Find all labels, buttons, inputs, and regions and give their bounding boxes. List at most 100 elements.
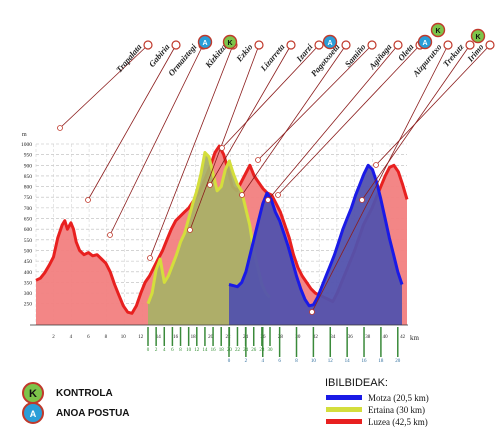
y-tick-1000: 1000: [21, 142, 32, 148]
kontrola-icon: [222, 34, 238, 50]
waypoint-point-samiño: [255, 157, 261, 163]
legend-item-ertaina: Ertaina (30 km): [326, 404, 425, 415]
waypoint-marker-lizarreta: [286, 40, 296, 50]
x-tick-ertaina-14: 14: [202, 348, 208, 353]
kontrola-icon: K: [227, 40, 232, 47]
line-motza: [228, 163, 404, 308]
x-tick-ertaina-16: 16: [211, 348, 217, 353]
x-tick-ertaina-30: 30: [268, 348, 274, 353]
x-tick-luzea-36: 36: [348, 335, 354, 340]
leader-line-aizpurutxo: [311, 44, 449, 313]
anoa-postua-icon: A: [327, 40, 332, 47]
kontrola-icon: K: [435, 28, 440, 35]
y-tick-850: 850: [24, 174, 33, 180]
y-tick-550: 550: [24, 238, 33, 244]
anoa-postua-icon: [322, 34, 338, 50]
x-tick-ertaina-18: 18: [219, 348, 225, 353]
anoa-postua-icon: [197, 34, 213, 50]
waypoint-marker-izarzi: [314, 40, 324, 50]
leader-line-izarzi: [221, 44, 320, 149]
waypoint-point-ezkio: [187, 227, 193, 233]
leader-line-ezkio: [189, 44, 260, 231]
x-tick-motza-14: 14: [345, 359, 351, 364]
y-tick-500: 500: [24, 248, 33, 254]
kontrola-icon: K: [475, 34, 480, 41]
badge-label-kontrola: KONTROLA: [56, 387, 113, 399]
leader-line-pagotxoeta: [241, 44, 347, 196]
svg-text:K: K: [29, 388, 37, 400]
x-tick-luzea-28: 28: [278, 335, 284, 340]
y-tick-300: 300: [24, 291, 33, 297]
x-tick-motza-4: 4: [262, 359, 265, 364]
waypoint-point-aizpurutxo: [309, 309, 315, 315]
waypoint-marker-gabiria: [171, 40, 181, 50]
waypoint-point-kizkitza: [147, 255, 153, 261]
waypoint-point-izarzi: [219, 145, 225, 151]
x-tick-ertaina-8: 8: [179, 348, 182, 353]
leader-line-samiño: [257, 44, 373, 161]
y-tick-400: 400: [24, 270, 33, 276]
y-axis: 250 300 350 400 450 500 550 600 650 700 750 800 850 9…: [21, 132, 32, 308]
x-tick-ertaina-10: 10: [186, 348, 192, 353]
kontrola-icon: K: [22, 382, 44, 404]
legend-label-motza: Motza (20,5 km): [368, 392, 429, 403]
svg-text:A: A: [30, 409, 37, 419]
y-tick-950: 950: [24, 153, 33, 159]
x-tick-ertaina-12: 12: [194, 348, 200, 353]
waypoint-marker-agiñaga: [393, 40, 403, 50]
x-tick-luzea-30: 30: [295, 335, 301, 340]
x-tick-luzea-12: 12: [138, 335, 144, 340]
legend-swatch-motza: [326, 395, 362, 400]
legend-swatch-luzea: [326, 419, 362, 424]
waypoint-point-irimo: [373, 162, 379, 168]
x-tick-luzea-34: 34: [330, 335, 336, 340]
x-unit-label: km: [410, 334, 420, 342]
waypoint-point-oleta: [275, 192, 281, 198]
waypoint-point-lizarreta: [207, 182, 213, 188]
x-tick-luzea-10: 10: [121, 335, 127, 340]
leader-line-gabiria: [87, 44, 177, 201]
y-tick-650: 650: [24, 217, 33, 223]
legend-label-ertaina: Ertaina (30 km): [368, 404, 425, 415]
leader-line-oleta: [277, 44, 421, 196]
x-tick-luzea-38: 38: [365, 335, 371, 340]
x-tick-motza-12: 12: [328, 359, 334, 364]
y-tick-350: 350: [24, 280, 33, 286]
x-tick-motza-20: 20: [395, 359, 401, 364]
leader-line-ormaiztegi: [109, 44, 204, 236]
x-tick-luzea-42: 42: [400, 335, 406, 340]
waypoint-marker-irimo: [485, 40, 495, 50]
waypoint-point-gabiria: [85, 197, 91, 203]
badge-kontrola: K KONTROLA: [22, 382, 113, 404]
leader-line-irimo: [375, 44, 491, 166]
leader-line-kizkitza: [149, 44, 234, 259]
legend-item-luzea: Luzea (42,5 km): [326, 416, 428, 427]
y-tick-600: 600: [24, 227, 33, 233]
waypoint-point-pagotxoeta: [239, 192, 245, 198]
leader-line-agiñaga: [267, 44, 399, 201]
y-tick-900: 900: [24, 163, 33, 169]
y-tick-750: 750: [24, 195, 33, 201]
x-tick-ertaina-6: 6: [171, 348, 174, 353]
x-tick-motza-8: 8: [295, 359, 298, 364]
y-tick-700: 700: [24, 206, 33, 212]
legend-swatch-ertaina: [326, 407, 362, 412]
x-tick-luzea-32: 32: [313, 335, 319, 340]
x-tick-luzea-16: 16: [173, 335, 179, 340]
x-tick-motza-2: 2: [245, 359, 248, 364]
x-axes: 2468101214161820222426283032343638404202…: [30, 324, 420, 364]
anoa-postua-icon: [417, 34, 433, 50]
x-tick-luzea-4: 4: [70, 335, 73, 340]
y-tick-250: 250: [24, 302, 33, 308]
x-tick-ertaina-4: 4: [163, 348, 166, 353]
x-tick-luzea-6: 6: [87, 335, 90, 340]
waypoint-marker-ezkio: [254, 40, 264, 50]
y-tick-800: 800: [24, 185, 33, 191]
leader-line-trapalata: [59, 44, 149, 129]
anoa-postua-icon: A: [422, 40, 427, 47]
x-tick-luzea-14: 14: [156, 335, 162, 340]
x-tick-luzea-18: 18: [191, 335, 197, 340]
x-tick-luzea-20: 20: [208, 335, 214, 340]
legend-item-motza: Motza (20,5 km): [326, 392, 429, 403]
